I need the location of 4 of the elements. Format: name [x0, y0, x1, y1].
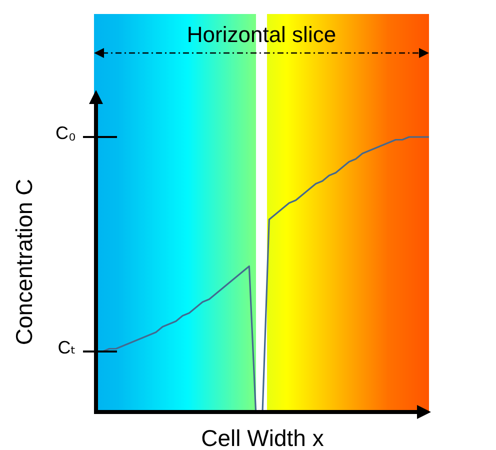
x-axis-title: Cell Width x	[201, 425, 324, 450]
y-axis-title: Concentration C	[11, 178, 37, 346]
text: C₀	[56, 122, 76, 143]
text: Cₜ	[58, 337, 76, 358]
